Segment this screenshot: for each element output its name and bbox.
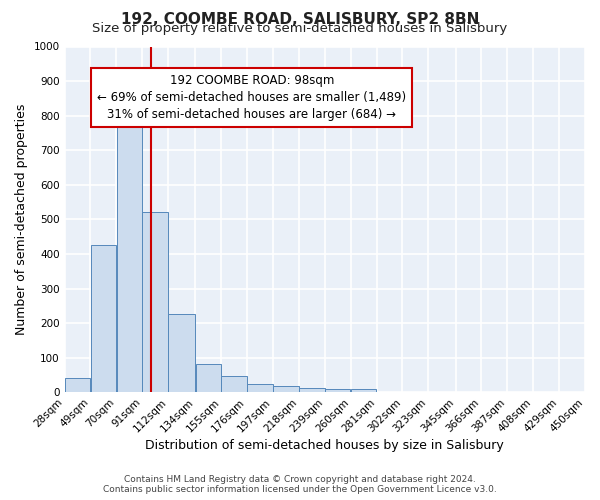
Text: 192 COOMBE ROAD: 98sqm
← 69% of semi-detached houses are smaller (1,489)
31% of : 192 COOMBE ROAD: 98sqm ← 69% of semi-det… xyxy=(97,74,406,121)
Bar xyxy=(196,364,221,392)
Bar xyxy=(142,212,168,392)
Bar xyxy=(65,378,90,392)
Text: Size of property relative to semi-detached houses in Salisbury: Size of property relative to semi-detach… xyxy=(92,22,508,35)
Text: Contains HM Land Registry data © Crown copyright and database right 2024.
Contai: Contains HM Land Registry data © Crown c… xyxy=(103,474,497,494)
Bar xyxy=(91,246,116,392)
Bar xyxy=(351,389,376,392)
Bar xyxy=(247,384,273,392)
Bar xyxy=(325,390,350,392)
Bar xyxy=(169,314,195,392)
Y-axis label: Number of semi-detached properties: Number of semi-detached properties xyxy=(15,104,28,335)
X-axis label: Distribution of semi-detached houses by size in Salisbury: Distribution of semi-detached houses by … xyxy=(145,440,504,452)
Bar xyxy=(116,116,142,392)
Bar xyxy=(221,376,247,392)
Bar xyxy=(273,386,299,392)
Text: 192, COOMBE ROAD, SALISBURY, SP2 8BN: 192, COOMBE ROAD, SALISBURY, SP2 8BN xyxy=(121,12,479,26)
Bar xyxy=(299,388,325,392)
